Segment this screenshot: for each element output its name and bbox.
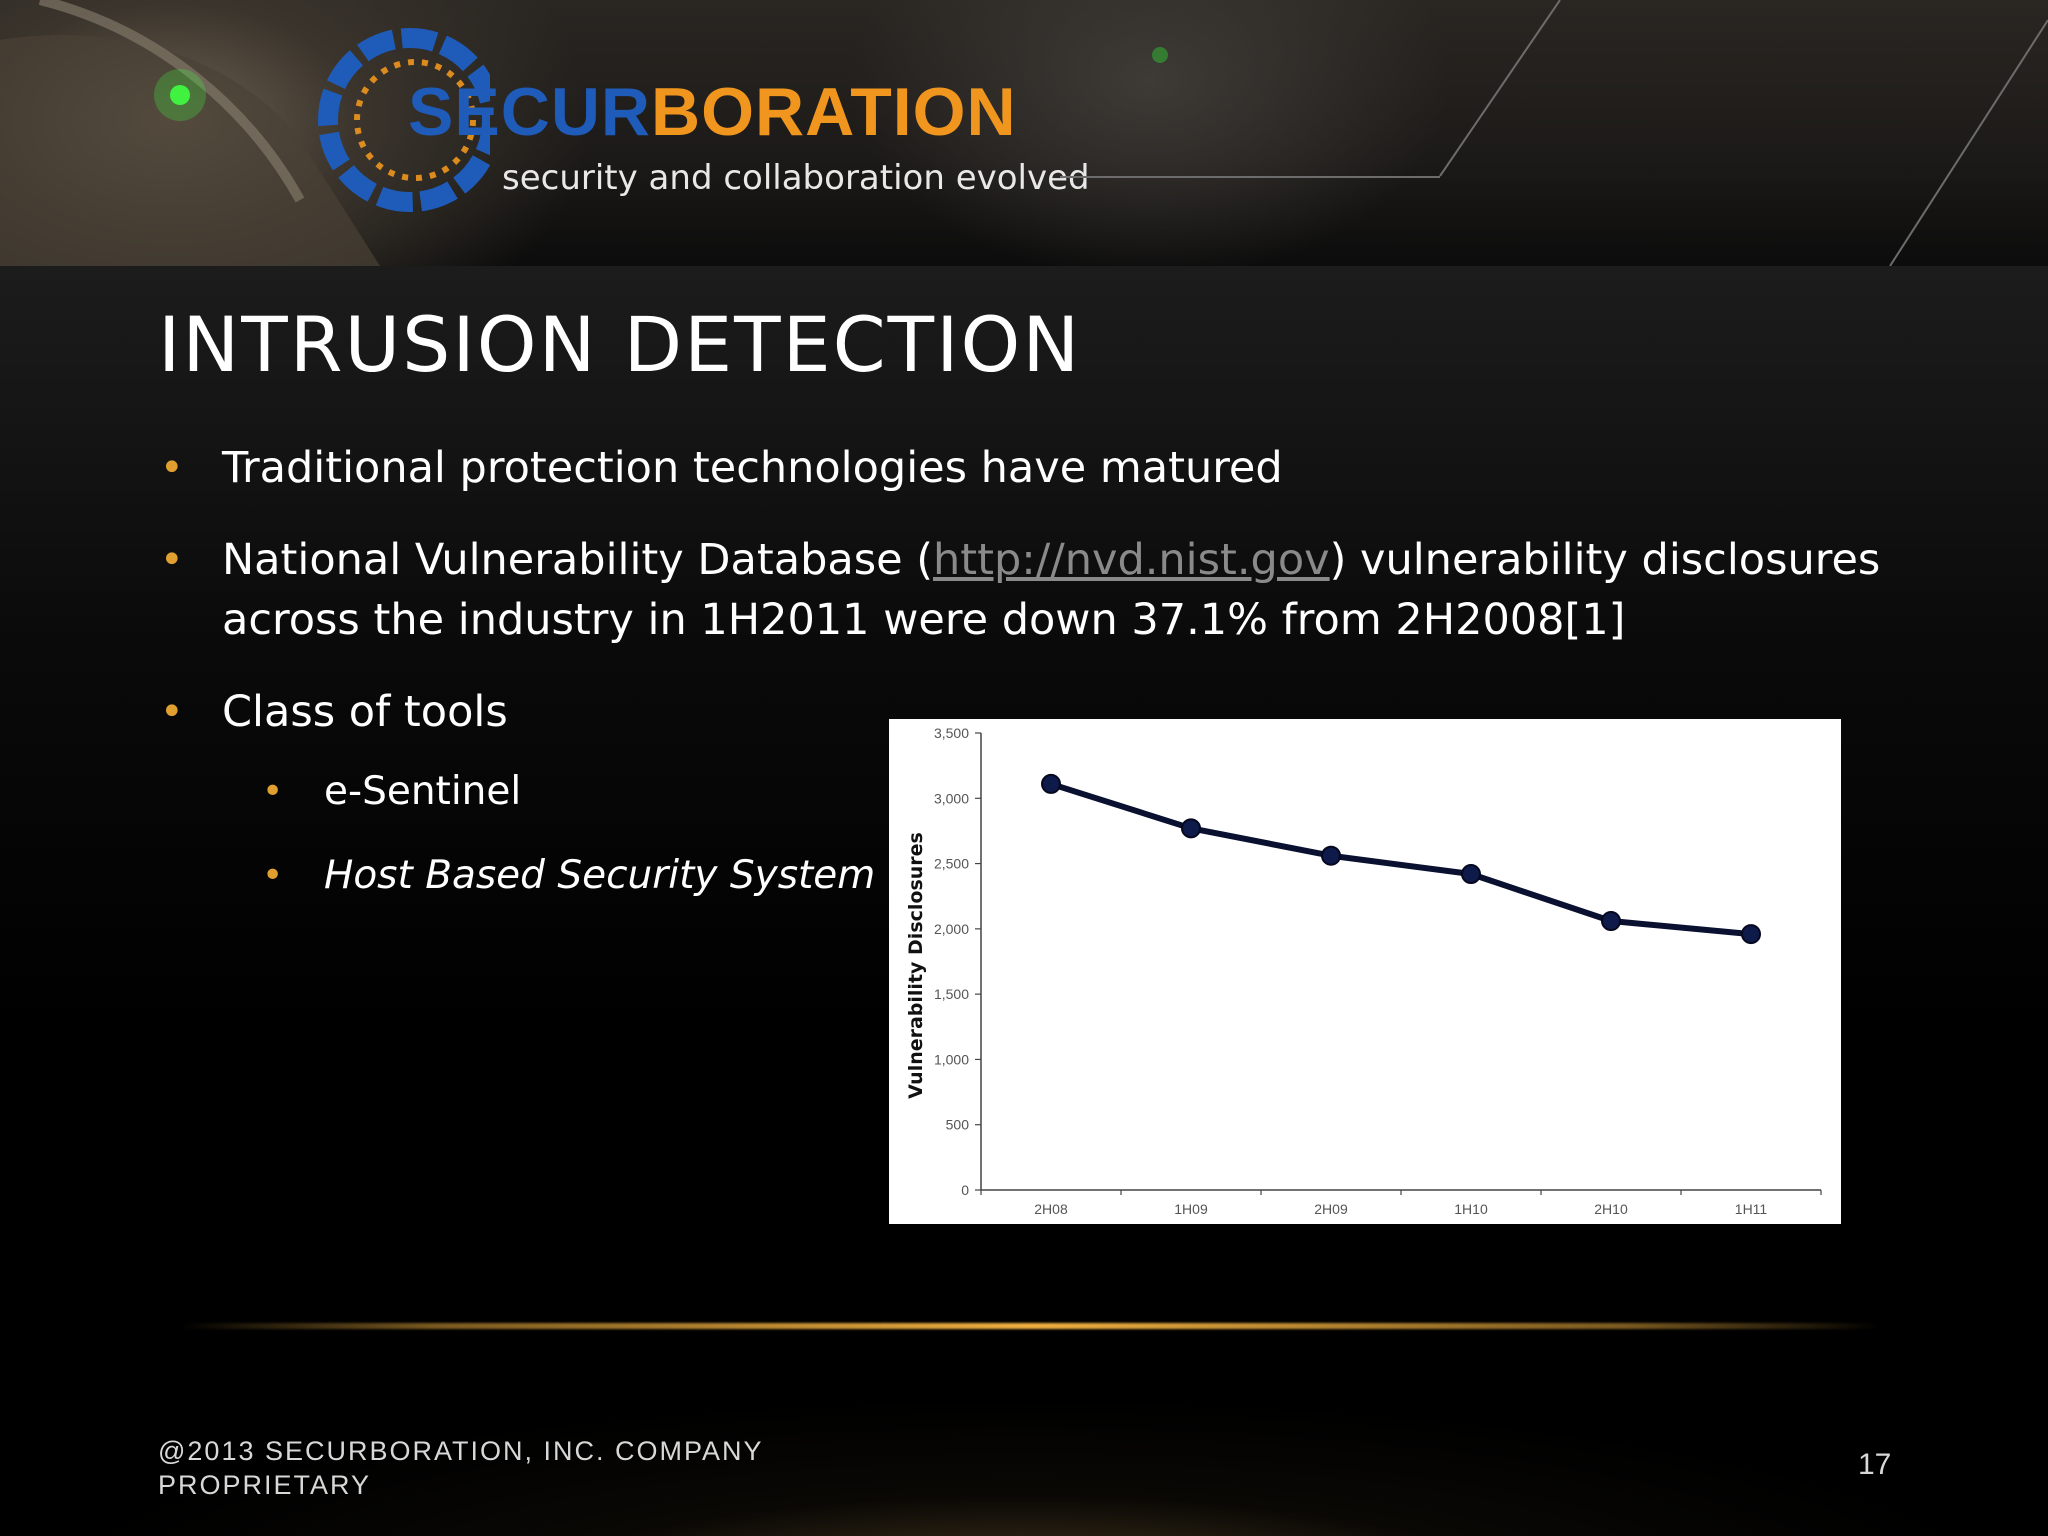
- bullet-text-after: ) vulnerability disclosures across the i…: [222, 535, 1881, 645]
- bullet-icon: •: [160, 445, 184, 491]
- sub-bullet-icon: •: [262, 855, 284, 896]
- page-number: 17: [1858, 1448, 1892, 1481]
- sub-bullet-text: e-Sentinel: [324, 769, 522, 814]
- data-point: [1041, 773, 1061, 794]
- slide-title: INTRUSION DETECTION: [158, 300, 1082, 389]
- nvd-link[interactable]: http://nvd.nist.gov: [933, 535, 1330, 585]
- data-point: [1321, 845, 1341, 866]
- x-tick-label: 1H11: [1735, 1201, 1768, 1217]
- chart-svg: 0 500 1,000 1,500 2,000 2,500 3,000 3,500 2H08 1H…: [905, 725, 1822, 1217]
- company-logo: SECURBORATION: [408, 78, 1017, 146]
- logo-part-boration: BORATION: [651, 74, 1017, 150]
- data-point: [1601, 911, 1621, 932]
- sub-bullet-item: • Host Based Security System: [158, 848, 1918, 904]
- y-tick-label: 3,000: [934, 790, 969, 806]
- logo-ring-icon: [318, 28, 490, 212]
- bullet-icon: •: [160, 689, 184, 735]
- header-banner: SECURBORATION security and collaboration…: [0, 0, 2048, 266]
- bullet-item: • Class of tools: [158, 682, 1918, 742]
- x-tick-label: 2H10: [1594, 1201, 1628, 1217]
- x-tick-label: 2H09: [1314, 1201, 1348, 1217]
- glow-divider: [180, 1323, 1880, 1329]
- bullet-text-before: National Vulnerability Database (: [222, 535, 934, 585]
- sub-bullet-text: Host Based Security System: [324, 853, 876, 898]
- x-tick-label: 1H10: [1454, 1201, 1488, 1217]
- sub-bullet-item: • e-Sentinel: [158, 764, 1918, 820]
- bullet-icon: •: [160, 537, 184, 583]
- bullet-text: Traditional protection technologies have…: [222, 443, 1283, 493]
- bullet-text: Class of tools: [222, 687, 508, 737]
- y-axis-label: Vulnerability Disclosures: [905, 832, 927, 1099]
- data-point: [1741, 924, 1761, 945]
- x-tick-label: 2H08: [1034, 1201, 1068, 1217]
- bullet-list: • Traditional protection technologies ha…: [158, 438, 1918, 932]
- series-line: [1050, 781, 1752, 938]
- banner-artwork: [0, 0, 2048, 266]
- y-tick-label: 2,000: [934, 921, 969, 937]
- bullet-item: • National Vulnerability Database (http:…: [158, 530, 1918, 650]
- x-tick-label: 1H09: [1174, 1201, 1208, 1217]
- vulnerability-chart: 0 500 1,000 1,500 2,000 2,500 3,000 3,500 2H08 1H…: [889, 719, 1841, 1224]
- logo-tagline: security and collaboration evolved: [502, 158, 1090, 198]
- banner-divider: [1060, 176, 1440, 178]
- y-tick-label: 2,500: [934, 856, 969, 872]
- logo-part-securs: SECUR: [408, 74, 652, 150]
- y-tick-label: 500: [946, 1117, 970, 1133]
- y-tick-label: 1,000: [934, 1051, 969, 1067]
- footer-copyright: @2013 SECURBORATION, INC. COMPANY PROPRI…: [158, 1436, 764, 1500]
- y-tick-label: 0: [961, 1182, 969, 1198]
- data-point: [1181, 818, 1201, 839]
- y-tick-label: 3,500: [934, 725, 969, 741]
- sub-bullet-icon: •: [262, 771, 284, 812]
- bullet-item: • Traditional protection technologies ha…: [158, 438, 1918, 498]
- y-tick-label: 1,500: [934, 986, 969, 1002]
- data-point: [1461, 864, 1481, 885]
